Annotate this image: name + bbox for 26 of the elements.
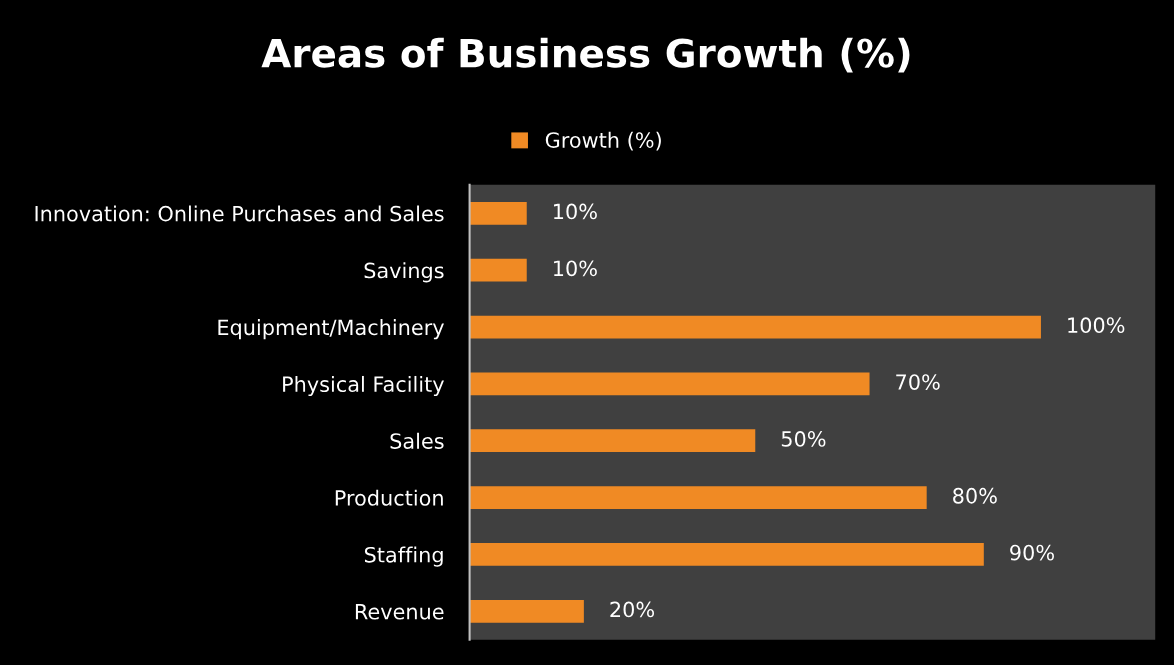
- y-tick-label: Staffing: [364, 546, 443, 567]
- bar: [469, 429, 756, 453]
- bar: [469, 372, 870, 396]
- y-tick-label: Production: [335, 489, 443, 506]
- bar: [469, 543, 984, 566]
- y-tick-label: Savings: [364, 262, 444, 283]
- bar: [469, 315, 1041, 339]
- y-tick-label: Equipment/Machinery: [218, 319, 444, 340]
- data-label: 100%: [1068, 317, 1125, 334]
- data-label: 20%: [610, 601, 655, 618]
- data-label: 10%: [554, 203, 597, 220]
- data-label: 90%: [1010, 544, 1054, 561]
- legend-label: Growth (%): [545, 131, 661, 151]
- data-label: 10%: [554, 260, 597, 277]
- data-label: 70%: [896, 374, 940, 390]
- data-label: 80%: [953, 487, 997, 504]
- bar: [469, 201, 527, 225]
- bar: [469, 258, 527, 282]
- chart-title: Areas of Business Growth (%): [261, 37, 910, 73]
- y-tick-label: Innovation: Online Purchases and Sales: [35, 205, 444, 222]
- data-label: 50%: [781, 431, 826, 447]
- bar: [469, 486, 927, 509]
- y-tick-label: Physical Facility: [283, 375, 444, 397]
- bar: [469, 599, 584, 623]
- y-tick-label: Revenue: [355, 604, 444, 620]
- y-tick-label: Sales: [390, 432, 444, 449]
